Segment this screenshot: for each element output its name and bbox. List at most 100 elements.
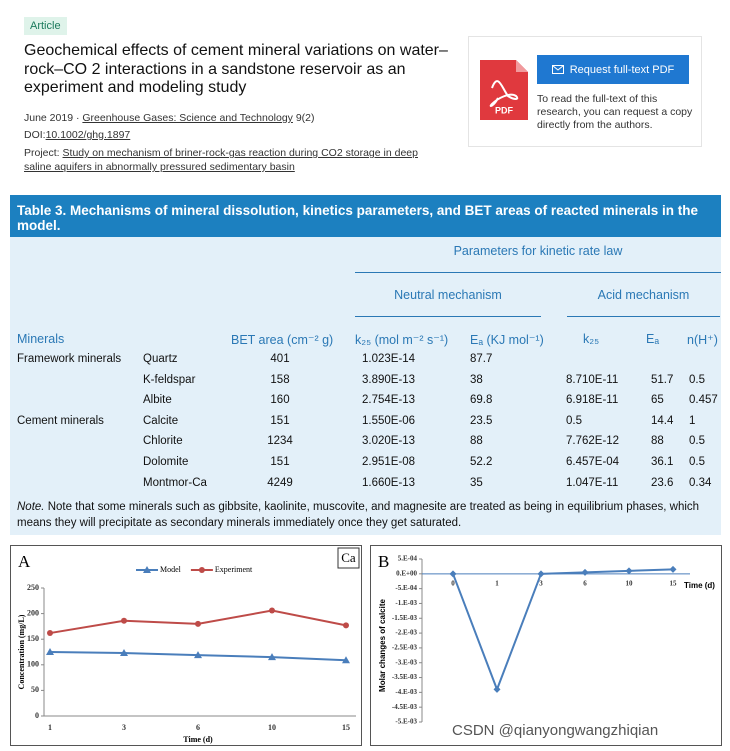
issue: 9(2) bbox=[295, 112, 315, 124]
table-header-bar bbox=[10, 195, 721, 237]
table-cell: 35 bbox=[470, 476, 483, 489]
y-tick-label: -5.E-03 bbox=[395, 718, 417, 726]
table-cell: 2.951E-08 bbox=[362, 456, 416, 468]
table-cell: 38 bbox=[470, 373, 483, 386]
y-axis-title: Molar changes of calcite bbox=[378, 598, 387, 691]
table-cell: 1 bbox=[689, 414, 696, 427]
meta-line: June 2019 · Greenhouse Gases: Science an… bbox=[24, 112, 315, 124]
x-axis-title: Time (d) bbox=[183, 735, 213, 744]
y-tick-label: 50 bbox=[31, 685, 39, 694]
table-box: Table 3. Mechanisms of mineral dissoluti… bbox=[10, 195, 721, 535]
table-cell: Dolomite bbox=[143, 456, 189, 468]
y-axis-title: Concentration (mg/L) bbox=[17, 614, 26, 689]
table-cell: 1234 bbox=[267, 435, 293, 448]
y-tick-label: -3.E-03 bbox=[395, 658, 417, 666]
marker bbox=[493, 685, 501, 693]
x-tick-label: 1 bbox=[48, 723, 52, 732]
y-tick-label: -1.E-03 bbox=[395, 599, 417, 607]
table-cell: 36.1 bbox=[651, 456, 674, 468]
y-tick-label: -3.5E-03 bbox=[392, 673, 418, 681]
table-cell: 52.2 bbox=[470, 456, 493, 468]
x-tick-label: 10 bbox=[268, 723, 276, 732]
table-cell: 88 bbox=[470, 435, 483, 448]
table-cell: 1.660E-13 bbox=[362, 476, 416, 489]
request-button[interactable]: Request full-text PDF bbox=[537, 55, 689, 84]
marker bbox=[46, 648, 54, 655]
y-tick-label: 0.E+00 bbox=[396, 569, 417, 577]
table-cell: 1.023E-14 bbox=[362, 353, 416, 365]
y-tick-label: 250 bbox=[27, 583, 39, 592]
rule bbox=[355, 316, 541, 317]
y-tick-label: -2.5E-03 bbox=[392, 644, 418, 652]
project-label: Project: bbox=[24, 147, 60, 159]
table-cell: 0.457 bbox=[689, 394, 718, 407]
column-header: k₂₅ (mol m⁻² s⁻¹) bbox=[355, 333, 449, 347]
y-tick-label: 0 bbox=[35, 711, 39, 720]
note-label: Note. bbox=[17, 501, 45, 513]
project-line: Project: Study on mechanism of briner-ro… bbox=[24, 146, 444, 174]
group-header: Parameters for kinetic rate law bbox=[453, 244, 623, 258]
y-tick-label: -4.E-03 bbox=[395, 688, 417, 696]
table-cell: Calcite bbox=[143, 414, 179, 427]
chart-frame bbox=[370, 545, 722, 746]
table-cell: Framework minerals bbox=[17, 353, 122, 365]
table-cell: Cement minerals bbox=[17, 414, 104, 427]
table-title: Table 3. Mechanisms of mineral dissoluti… bbox=[17, 203, 698, 233]
pdf-box: PDF Request full-text PDF To read the fu… bbox=[468, 36, 702, 147]
table-cell: 3.890E-13 bbox=[362, 373, 416, 386]
table: Parameters for kinetic rate law Neutral m… bbox=[10, 195, 721, 535]
table-cell: Quartz bbox=[143, 353, 178, 365]
x-tick-label: 3 bbox=[122, 723, 126, 732]
marker bbox=[143, 566, 151, 573]
table-cell: Albite bbox=[143, 394, 172, 407]
table-cell: 6.457E-04 bbox=[566, 456, 620, 468]
pdf-text: To read the full-text of this research, … bbox=[537, 93, 693, 131]
x-tick-label: 15 bbox=[670, 579, 678, 587]
x-tick-label: 6 bbox=[196, 723, 200, 732]
table-cell: 158 bbox=[270, 373, 290, 386]
marker bbox=[195, 620, 201, 627]
journal-link[interactable]: Greenhouse Gases: Science and Technology bbox=[82, 112, 293, 124]
doi-link[interactable]: 10.1002/ghg.1897 bbox=[45, 129, 131, 141]
rule bbox=[355, 272, 721, 273]
table-cell: 160 bbox=[270, 394, 290, 407]
legend-label: Model bbox=[160, 565, 182, 574]
table-cell: 69.8 bbox=[470, 394, 493, 407]
button-label: Request full-text PDF bbox=[569, 63, 675, 76]
marker bbox=[198, 567, 205, 573]
table-cell: K-feldspar bbox=[143, 373, 196, 386]
y-tick-label: -1.5E-03 bbox=[392, 614, 418, 622]
marker bbox=[343, 622, 349, 629]
series-line bbox=[452, 568, 674, 693]
y-tick-label: -5.E-04 bbox=[395, 584, 417, 592]
table-cell: 151 bbox=[270, 414, 290, 427]
table-cell: 8.710E-11 bbox=[566, 373, 619, 386]
table-cell: 401 bbox=[270, 353, 290, 365]
date: June 2019 · bbox=[24, 112, 80, 124]
legend-label: Experiment bbox=[215, 565, 253, 574]
table-cell: 7.762E-12 bbox=[566, 435, 620, 448]
table-note: Note. Note that some minerals such as gi… bbox=[17, 500, 717, 531]
table-cell: 14.4 bbox=[651, 414, 674, 427]
marker bbox=[581, 568, 589, 576]
chart-frame bbox=[10, 545, 362, 746]
rule bbox=[567, 316, 720, 317]
table-cell: 3.020E-13 bbox=[362, 435, 416, 448]
table-cell: 0.34 bbox=[689, 476, 712, 489]
y-tick-label: 200 bbox=[27, 608, 39, 617]
project-link[interactable]: Study on mechanism of briner-rock-gas re… bbox=[24, 147, 418, 173]
y-tick-label: -4.5E-03 bbox=[392, 703, 418, 711]
x-tick-label: 15 bbox=[342, 723, 350, 732]
table-cell: 1.047E-11 bbox=[566, 476, 619, 489]
marker bbox=[269, 607, 275, 614]
table-cell: 23.5 bbox=[470, 414, 493, 427]
marker bbox=[342, 656, 350, 664]
table-cell: 23.6 bbox=[651, 476, 674, 489]
table-cell: 65 bbox=[651, 394, 664, 407]
corner-label: Ca bbox=[341, 550, 356, 565]
y-tick-label: -2.E-03 bbox=[395, 629, 417, 637]
table-cell: Chlorite bbox=[143, 435, 183, 448]
table-cell: 87.7 bbox=[470, 353, 493, 365]
marker bbox=[669, 565, 677, 573]
panel-label: A bbox=[18, 552, 31, 571]
